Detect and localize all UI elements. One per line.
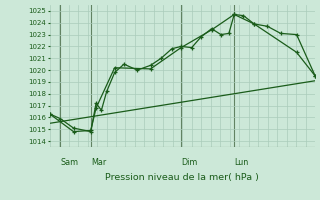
Text: Mar: Mar [91,158,106,167]
Text: Sam: Sam [60,158,78,167]
Text: Dim: Dim [181,158,197,167]
Text: Lun: Lun [234,158,248,167]
Text: Pression niveau de la mer( hPa ): Pression niveau de la mer( hPa ) [106,173,259,182]
